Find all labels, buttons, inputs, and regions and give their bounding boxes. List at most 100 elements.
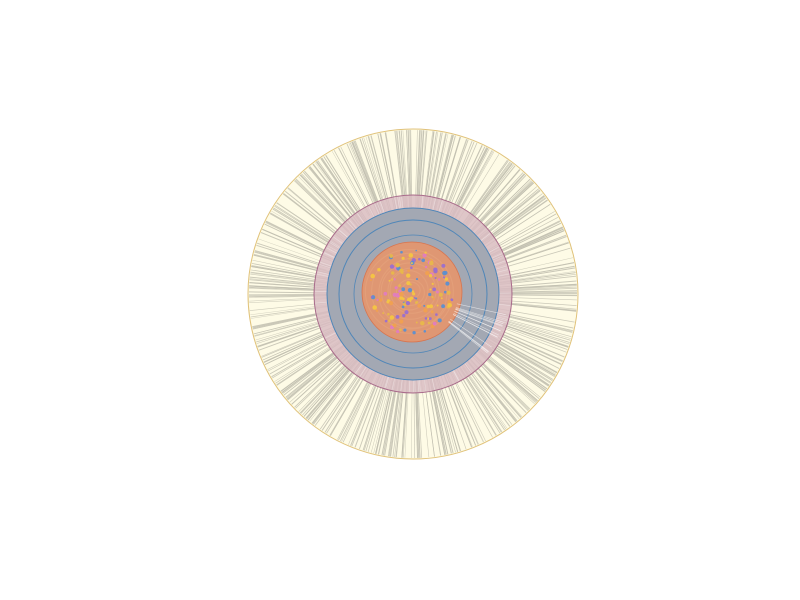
core-node xyxy=(432,297,435,301)
highlight-link xyxy=(448,321,488,354)
spoke-link xyxy=(341,371,376,442)
core-node xyxy=(393,278,396,281)
core-node xyxy=(432,287,437,292)
highlight-link xyxy=(452,314,498,338)
core-node xyxy=(395,292,401,298)
core-node xyxy=(424,251,427,255)
core-node xyxy=(370,295,373,299)
core-node xyxy=(405,300,411,306)
core-node xyxy=(446,290,451,295)
core-node xyxy=(406,273,411,278)
spoke-link xyxy=(295,178,350,232)
spoke-link xyxy=(494,234,567,264)
spoke-link xyxy=(497,318,571,341)
highlight-link xyxy=(455,307,504,323)
core-node xyxy=(415,297,418,300)
core-node xyxy=(421,258,426,263)
core-node xyxy=(423,330,427,333)
core-node xyxy=(437,278,441,281)
core-node xyxy=(382,312,385,315)
core-node xyxy=(399,291,404,297)
spoke-link xyxy=(428,132,443,207)
core-node xyxy=(424,317,428,320)
core-node xyxy=(384,319,388,323)
spoke-link xyxy=(370,135,391,211)
core-node xyxy=(423,304,426,307)
core-node xyxy=(434,277,437,279)
core-node xyxy=(431,282,434,285)
core-node xyxy=(389,315,395,320)
core-node xyxy=(388,300,394,306)
core-node xyxy=(398,284,402,287)
spoke-link xyxy=(479,352,537,403)
core-node xyxy=(420,320,425,326)
spoke-link xyxy=(333,150,371,216)
spoke-link xyxy=(276,343,340,386)
core-node xyxy=(389,254,394,258)
core-node xyxy=(438,292,443,297)
core-node xyxy=(450,298,454,302)
core-node xyxy=(422,253,427,258)
highlight-link xyxy=(456,303,506,315)
spoke-link xyxy=(249,286,324,291)
inner-ring-boundary xyxy=(338,219,488,369)
core-node xyxy=(401,287,406,292)
core-node xyxy=(432,321,437,326)
core-node xyxy=(410,266,413,269)
core-orbit-line xyxy=(364,249,454,334)
core-node xyxy=(396,329,400,334)
highlight-link xyxy=(454,311,501,332)
core-node xyxy=(401,256,405,260)
spoke-link xyxy=(502,294,578,296)
core-node xyxy=(428,274,433,278)
core-node xyxy=(390,271,395,275)
core-node xyxy=(445,281,450,286)
spoke-link xyxy=(365,379,388,452)
core-orbit-line xyxy=(380,262,440,320)
core-node xyxy=(425,270,430,276)
core-node xyxy=(400,250,403,254)
core-node xyxy=(441,304,445,309)
core-node xyxy=(399,295,404,300)
core-node xyxy=(399,268,404,273)
spoke-link xyxy=(462,367,505,431)
core-node xyxy=(370,273,375,279)
core-node xyxy=(389,264,395,269)
highlight-link xyxy=(453,313,499,336)
spoke-link xyxy=(254,250,327,271)
core-node xyxy=(410,262,413,265)
core-node xyxy=(412,331,416,335)
core-cluster-layer xyxy=(361,241,506,354)
highlight-link xyxy=(450,318,492,348)
core-node xyxy=(443,276,446,279)
core-node xyxy=(404,310,409,315)
core-node xyxy=(375,309,379,312)
core-node xyxy=(428,292,432,297)
core-node xyxy=(398,328,402,332)
core-node xyxy=(441,263,446,268)
core-node xyxy=(398,289,402,293)
core-node xyxy=(447,302,452,308)
core-node xyxy=(407,288,413,293)
core-node xyxy=(388,279,391,282)
spoke-link xyxy=(262,228,332,260)
core-node xyxy=(427,321,431,325)
core-node xyxy=(415,278,419,281)
core-node xyxy=(433,269,438,274)
core-node xyxy=(417,303,422,308)
core-node xyxy=(390,278,394,281)
core-orbit-line xyxy=(395,278,425,306)
core-node xyxy=(372,305,377,310)
core-node xyxy=(370,279,372,281)
highlight-link xyxy=(455,307,504,325)
core-node xyxy=(406,281,411,286)
core-node xyxy=(440,297,443,300)
spoke-link xyxy=(382,380,398,456)
core-node xyxy=(429,260,434,266)
highlight-link xyxy=(455,308,503,326)
spoke-link xyxy=(430,380,447,455)
spoke-link xyxy=(251,266,326,280)
spoke-link xyxy=(320,158,365,223)
core-node xyxy=(403,328,407,332)
spoke-link xyxy=(330,369,370,436)
